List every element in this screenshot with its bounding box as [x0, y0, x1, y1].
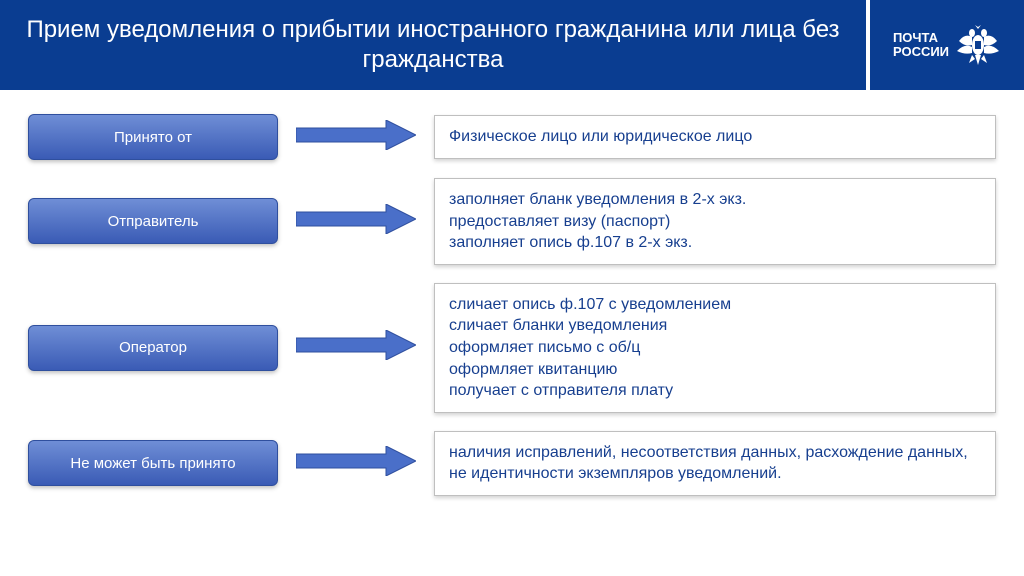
content: Принято от Физическое лицо или юридическ… — [0, 90, 1024, 496]
arrow-icon — [296, 204, 416, 239]
arrow-icon — [296, 330, 416, 365]
role-box: Не может быть принято — [28, 440, 278, 486]
flow-row: Оператор сличает опись ф.107 с уведомлен… — [28, 283, 996, 413]
page-title: Прием уведомления о прибытии иностранног… — [0, 0, 866, 90]
logo-line2: РОССИИ — [893, 45, 949, 59]
logo-line1: ПОЧТА — [893, 31, 949, 45]
desc-box: наличия исправлений, несоответствия данн… — [434, 431, 996, 496]
logo-text: ПОЧТА РОССИИ — [893, 31, 949, 60]
eagle-icon — [955, 23, 1001, 67]
header: Прием уведомления о прибытии иностранног… — [0, 0, 1024, 90]
logo: ПОЧТА РОССИИ — [866, 0, 1024, 90]
desc-box: сличает опись ф.107 с уведомлениемсличае… — [434, 283, 996, 413]
arrow-icon — [296, 120, 416, 155]
flow-row: Отправитель заполняет бланк уведомления … — [28, 178, 996, 265]
flow-row: Принято от Физическое лицо или юридическ… — [28, 114, 996, 160]
role-box: Отправитель — [28, 198, 278, 244]
flow-row: Не может быть принято наличия исправлени… — [28, 431, 996, 496]
desc-box: Физическое лицо или юридическое лицо — [434, 115, 996, 159]
desc-box: заполняет бланк уведомления в 2-х экз.пр… — [434, 178, 996, 265]
role-box: Принято от — [28, 114, 278, 160]
role-box: Оператор — [28, 325, 278, 371]
arrow-icon — [296, 446, 416, 481]
